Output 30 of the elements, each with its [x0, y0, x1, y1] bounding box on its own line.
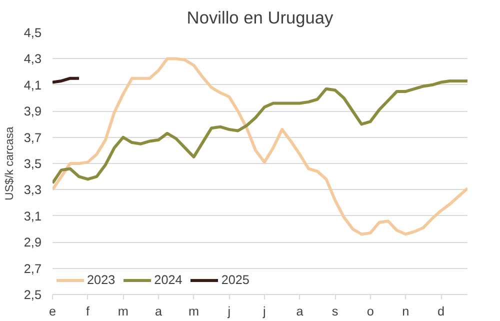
x-tick-label: f [86, 304, 90, 318]
y-tick-label: 2,9 [24, 236, 42, 250]
x-tick-label: e [48, 304, 56, 318]
x-tick-label: d [437, 304, 445, 318]
line-series [52, 79, 468, 185]
y-tick-label: 3,3 [24, 183, 42, 198]
y-tick-label: 4,1 [24, 78, 42, 92]
y-tick-label: 3,1 [24, 209, 42, 224]
y-tick-label: 2,5 [24, 288, 42, 302]
x-tick-label: a [296, 304, 304, 318]
x-tick-label: j [262, 304, 266, 318]
line-series [52, 57, 468, 236]
chart-title: Novillo en Uruguay [186, 8, 334, 28]
y-tick-label: 3,5 [24, 157, 42, 171]
x-tick-label: m [188, 304, 200, 318]
y-tick-label: 2,7 [24, 262, 42, 276]
x-tick-label: m [118, 304, 128, 318]
legend-label: 2023 [87, 273, 116, 287]
x-tick-label: n [402, 304, 410, 318]
y-axis-title: US$/k carcasa [4, 126, 16, 200]
x-tick-label: j [226, 304, 230, 318]
y-tick-label: 3,7 [24, 130, 42, 145]
y-tick-label: 4,5 [24, 26, 42, 40]
x-tick-label: a [154, 304, 163, 318]
legend-label: 2025 [221, 273, 250, 287]
legend-label: 2024 [154, 273, 182, 287]
y-tick-label: 3,9 [24, 104, 42, 119]
y-tick-label: 4,3 [24, 52, 42, 66]
x-tick-label: s [332, 304, 338, 318]
x-tick-label: o [366, 304, 374, 318]
